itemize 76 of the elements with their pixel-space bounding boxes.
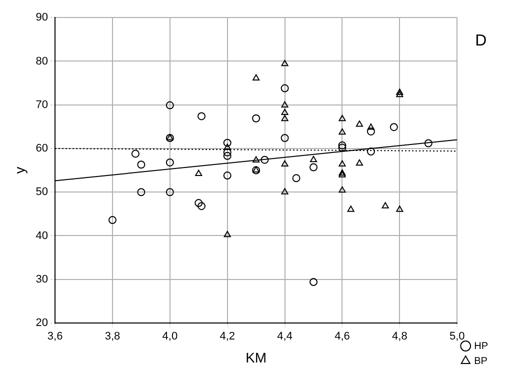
point — [223, 172, 232, 180]
x-tick-label: 4,8 — [392, 330, 408, 343]
x-tick-label: 3,8 — [104, 330, 120, 343]
point — [424, 139, 432, 148]
y-tick-label: 60 — [36, 142, 48, 155]
point — [260, 156, 269, 164]
point — [396, 206, 404, 212]
point — [252, 156, 260, 163]
point — [137, 188, 146, 196]
x-tick-label: 4,2 — [220, 330, 235, 343]
point — [310, 163, 318, 172]
point — [366, 148, 375, 156]
point — [338, 186, 346, 193]
point — [108, 216, 116, 224]
legend-label: HP — [474, 340, 488, 352]
point — [223, 152, 232, 160]
text: D — [475, 32, 487, 50]
x-tick-label: 4,0 — [162, 330, 178, 343]
point — [198, 202, 206, 210]
point — [310, 278, 318, 286]
point — [166, 158, 174, 166]
y-axis-title: y — [11, 166, 28, 174]
y-tick-label: 80 — [36, 55, 48, 68]
point — [338, 160, 346, 166]
y-tick-label: 50 — [36, 186, 48, 198]
point — [195, 170, 202, 176]
y-tick-label: 40 — [36, 230, 48, 242]
point — [281, 108, 288, 115]
point — [280, 84, 289, 92]
point — [223, 138, 232, 147]
point — [166, 188, 174, 196]
point — [223, 148, 232, 156]
y-tick-label: 30 — [36, 273, 48, 286]
point — [338, 141, 346, 150]
point — [347, 206, 354, 212]
x-tick-label: 3,6 — [47, 330, 63, 343]
point — [382, 202, 389, 208]
point — [224, 230, 231, 238]
point — [338, 128, 346, 135]
point — [390, 123, 398, 132]
x-axis-title: KM — [246, 349, 267, 366]
point — [338, 114, 346, 122]
point — [356, 120, 363, 127]
x-tick-label: 5,0 — [449, 330, 465, 343]
point — [292, 174, 300, 182]
point — [356, 159, 363, 166]
point — [281, 101, 288, 108]
point — [338, 171, 346, 178]
point — [166, 134, 174, 142]
point — [338, 169, 346, 176]
point — [280, 134, 289, 142]
legend-label: BP — [474, 356, 488, 367]
point — [396, 88, 404, 95]
point — [367, 124, 374, 130]
y-tick-label: 20 — [36, 317, 48, 330]
point — [166, 101, 174, 110]
point — [137, 160, 146, 169]
point — [198, 112, 206, 120]
point — [131, 150, 140, 158]
point — [310, 156, 318, 162]
x-tick-label: 4,6 — [334, 330, 350, 343]
point — [281, 60, 288, 66]
y-tick-label: 90 — [36, 12, 48, 24]
x-tick-label: 4,4 — [277, 330, 292, 343]
point — [224, 144, 231, 150]
point — [338, 144, 346, 152]
point — [366, 127, 375, 136]
point — [252, 114, 260, 122]
point — [281, 188, 288, 194]
point — [281, 114, 288, 122]
point — [252, 74, 260, 80]
y-tick-label: 70 — [36, 98, 48, 111]
point — [166, 134, 174, 140]
point — [194, 199, 203, 208]
point — [396, 90, 404, 98]
point — [281, 160, 288, 166]
